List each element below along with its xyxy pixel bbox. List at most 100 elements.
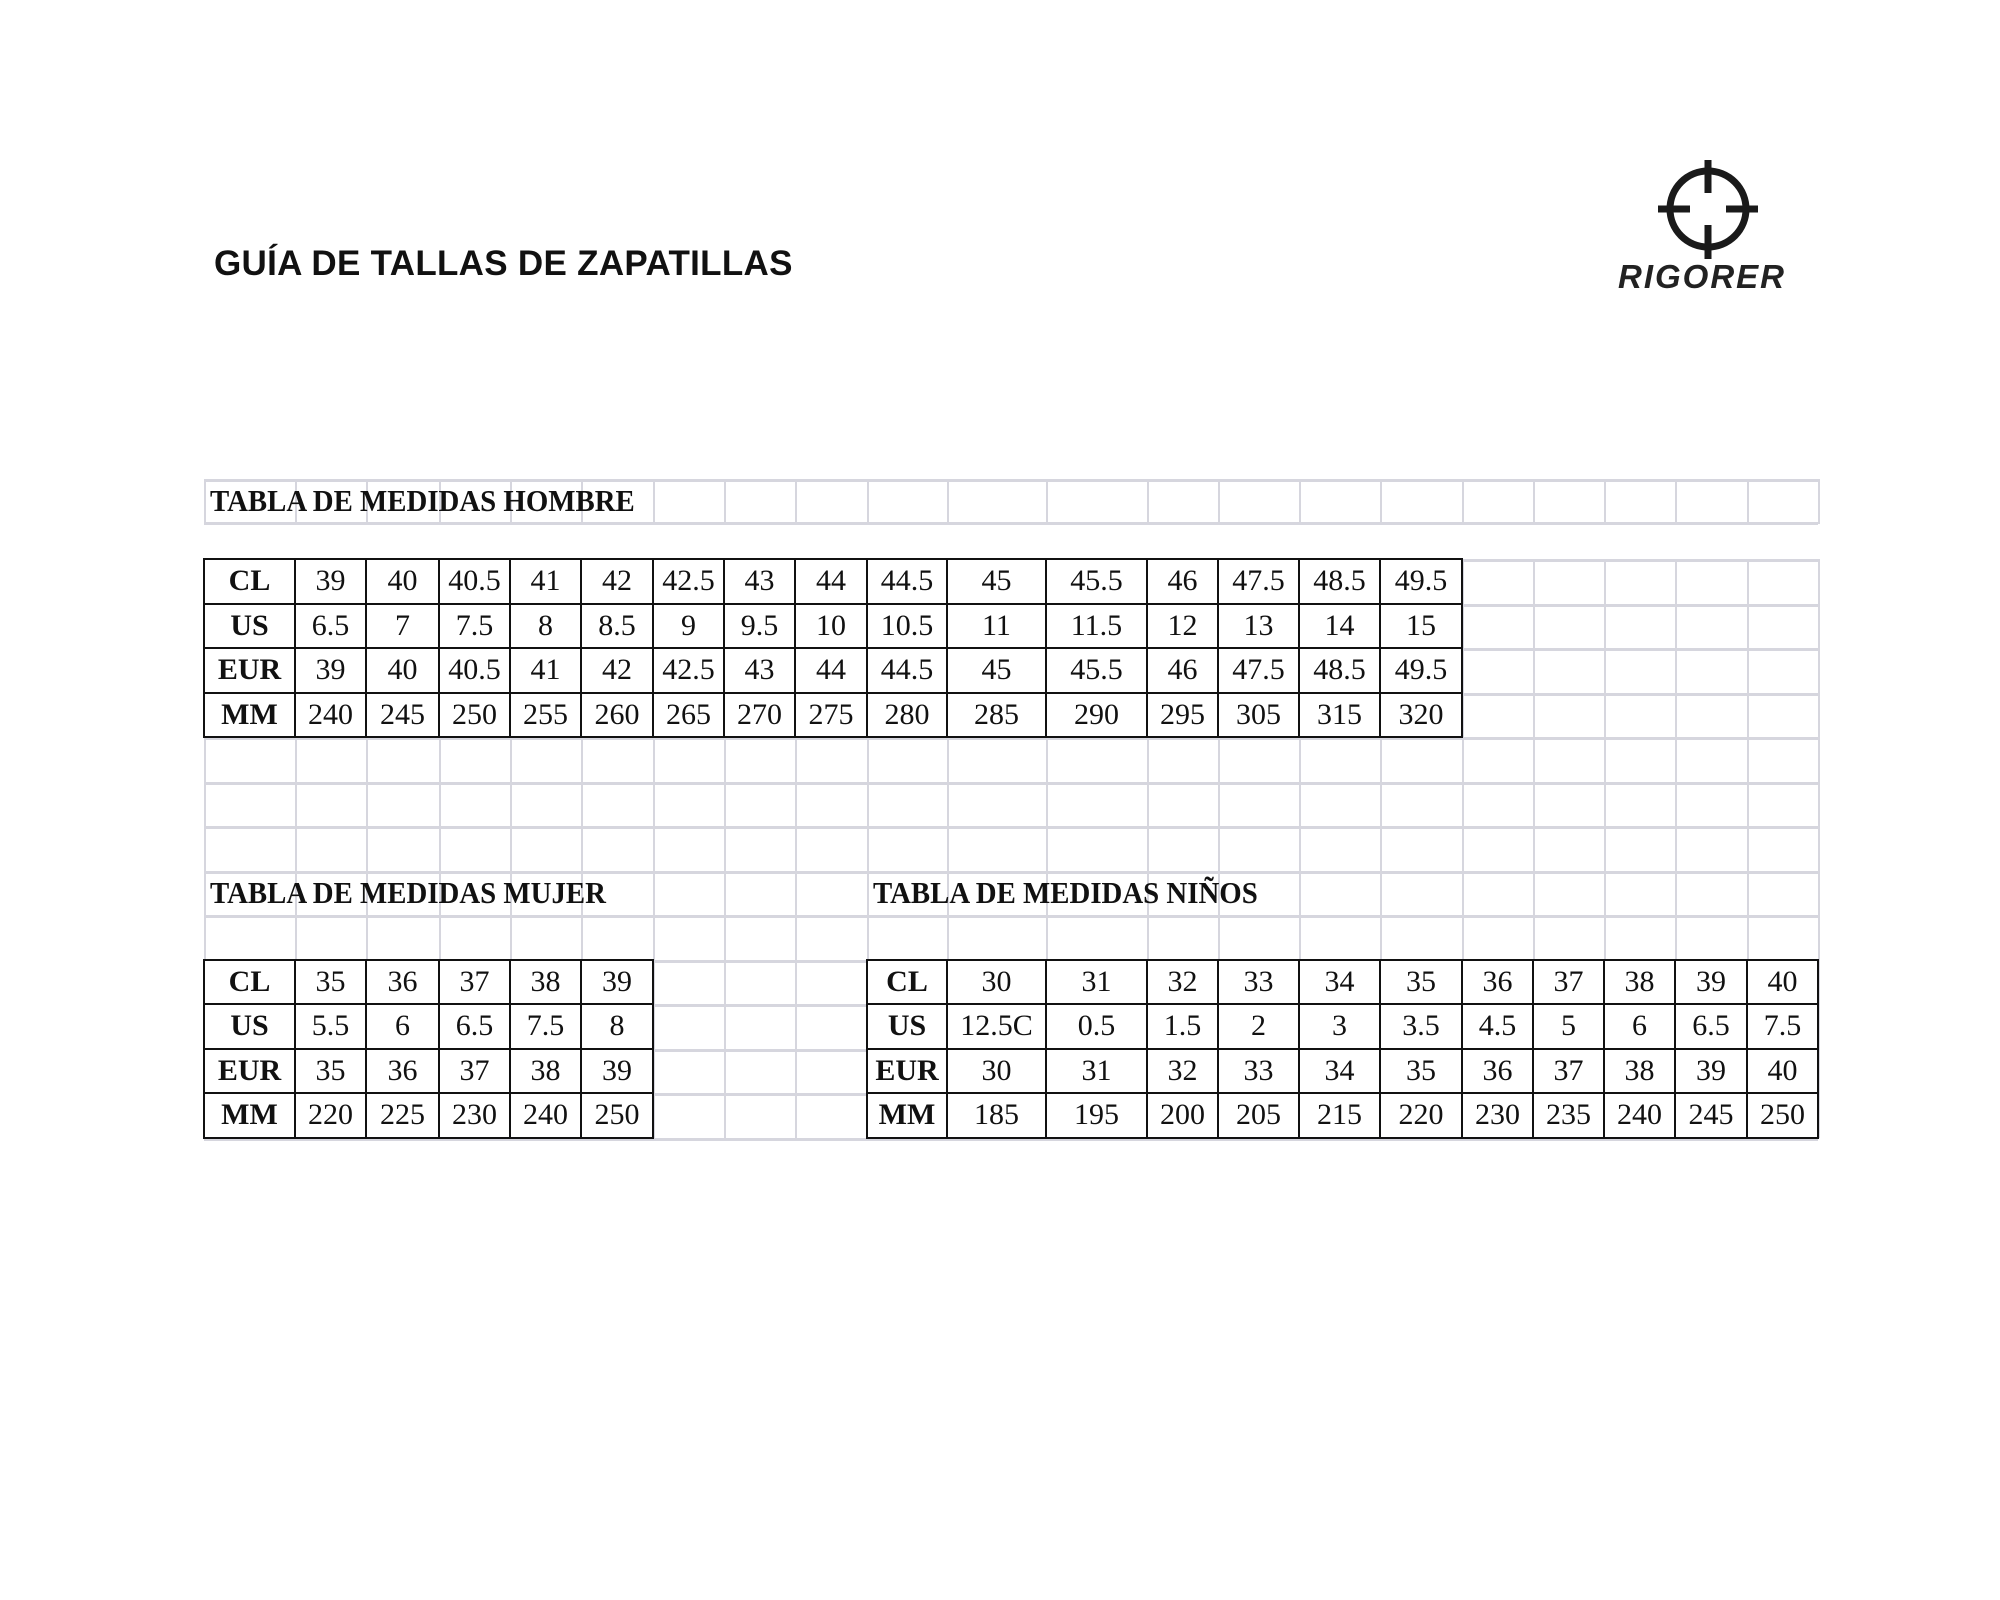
hombre-table-cell: 9.5: [723, 602, 796, 649]
grid-line: [1747, 559, 1749, 1138]
hombre-table-cell: 48.5: [1298, 558, 1381, 605]
hombre-table-cell: 43: [723, 558, 796, 605]
ninos-table-cell: 33: [1217, 1047, 1300, 1094]
hombre-table-cell: 39: [294, 558, 367, 605]
mujer-table-cell: 38: [509, 958, 582, 1005]
hombre-table-cell: 48.5: [1298, 647, 1381, 694]
ninos-table-cell: 230: [1461, 1092, 1534, 1139]
grid-line: [510, 479, 512, 524]
hombre-table-cell: 45.5: [1045, 647, 1148, 694]
hombre-table-cell: 40: [365, 647, 440, 694]
hombre-table-cell: 8: [509, 602, 582, 649]
ninos-table-cell: 31: [1045, 1047, 1148, 1094]
ninos-table-cell: 5: [1532, 1003, 1605, 1050]
ninos-table-cell: 36: [1461, 1047, 1534, 1094]
ninos-table-cell: 205: [1217, 1092, 1300, 1139]
grid-line: [204, 737, 1818, 740]
hombre-table-cell: 260: [580, 691, 654, 738]
grid-line: [295, 559, 297, 1138]
hombre-table-cell: 275: [794, 691, 868, 738]
grid-line: [1533, 559, 1535, 1138]
grid-line: [1747, 479, 1749, 524]
ninos-table-cell: 245: [1674, 1092, 1748, 1139]
ninos-table-row-label: MM: [866, 1092, 948, 1139]
grid-line: [653, 559, 655, 1138]
hombre-table-cell: 44.5: [866, 647, 948, 694]
ninos-table-cell: 195: [1045, 1092, 1148, 1139]
hombre-table-cell: 45: [946, 558, 1047, 605]
hombre-table-cell: 44: [794, 558, 868, 605]
grid-line: [867, 559, 869, 1138]
ninos-table-cell: 40: [1746, 958, 1819, 1005]
mujer-table-row-label: CL: [203, 958, 296, 1005]
hombre-table-cell: 10.5: [866, 602, 948, 649]
hombre-table-cell: 7: [365, 602, 440, 649]
hombre-table-cell: 11.5: [1045, 602, 1148, 649]
ninos-table-cell: 31: [1045, 958, 1148, 1005]
grid-line: [1604, 479, 1606, 524]
mujer-table-cell: 225: [365, 1092, 440, 1139]
mujer-table-cell: 36: [365, 958, 440, 1005]
ninos-table-cell: 235: [1532, 1092, 1605, 1139]
ninos-table-cell: 32: [1146, 1047, 1219, 1094]
grid-line: [204, 781, 1818, 785]
hombre-table-cell: 46: [1146, 647, 1219, 694]
hombre-table-cell: 44.5: [866, 558, 948, 605]
hombre-table-cell: 47.5: [1217, 647, 1300, 694]
mujer-table-title: TABLA DE MEDIDAS MUJER: [210, 874, 606, 910]
mujer-table-cell: 35: [294, 1047, 367, 1094]
ninos-table-cell: 30: [946, 1047, 1047, 1094]
grid-line: [1218, 479, 1220, 524]
hombre-table-cell: 46: [1146, 558, 1219, 605]
grid-line: [795, 559, 797, 1138]
ninos-table-cell: 39: [1674, 1047, 1748, 1094]
grid-line: [1147, 479, 1149, 524]
ninos-table-row-label: EUR: [866, 1047, 948, 1094]
hombre-table-cell: 315: [1298, 691, 1381, 738]
grid-line: [1147, 559, 1149, 1138]
hombre-table-cell: 45.5: [1045, 558, 1148, 605]
ninos-table-cell: 36: [1461, 958, 1534, 1005]
hombre-table-cell: 42: [580, 647, 654, 694]
hombre-table-cell: 9: [652, 602, 725, 649]
hombre-table-cell: 42.5: [652, 647, 725, 694]
mujer-table-cell: 230: [438, 1092, 511, 1139]
ninos-table-cell: 3.5: [1379, 1003, 1463, 1050]
mujer-table-cell: 35: [294, 958, 367, 1005]
ninos-table-cell: 0.5: [1045, 1003, 1148, 1050]
hombre-table-cell: 7.5: [438, 602, 511, 649]
ninos-table-cell: 240: [1603, 1092, 1676, 1139]
grid-line: [581, 559, 583, 1138]
mujer-table-row-label: US: [203, 1003, 296, 1050]
hombre-table-cell: 41: [509, 647, 582, 694]
grid-line: [204, 1137, 1818, 1141]
hombre-table-cell: 40.5: [438, 647, 511, 694]
mujer-table-row-label: EUR: [203, 1047, 296, 1094]
hombre-table-cell: 41: [509, 558, 582, 605]
ninos-table-row-label: US: [866, 1003, 948, 1050]
mujer-table-cell: 38: [509, 1047, 582, 1094]
hombre-table-title: TABLA DE MEDIDAS HOMBRE: [210, 483, 635, 518]
grid-line: [1604, 559, 1606, 1138]
grid-line: [1380, 479, 1382, 524]
grid-line: [795, 479, 797, 524]
hombre-table-cell: 285: [946, 691, 1047, 738]
hombre-table-cell: 270: [723, 691, 796, 738]
mujer-table-cell: 36: [365, 1047, 440, 1094]
hombre-table-cell: 250: [438, 691, 511, 738]
grid-line: [510, 559, 512, 1138]
hombre-table-cell: 40: [365, 558, 440, 605]
hombre-table-cell: 49.5: [1379, 558, 1463, 605]
ninos-table-cell: 3: [1298, 1003, 1381, 1050]
hombre-table-row-label: MM: [203, 691, 296, 738]
logo-wordmark: RIGORER: [1618, 258, 1787, 295]
ninos-table-cell: 185: [946, 1092, 1047, 1139]
mujer-table-row-label: MM: [203, 1092, 296, 1139]
grid-line: [1462, 559, 1464, 1138]
hombre-table-cell: 39: [294, 647, 367, 694]
hombre-table-cell: 8.5: [580, 602, 654, 649]
mujer-table-cell: 220: [294, 1092, 367, 1139]
hombre-table-cell: 12: [1146, 602, 1219, 649]
grid-line: [867, 479, 869, 524]
grid-line: [366, 479, 368, 524]
